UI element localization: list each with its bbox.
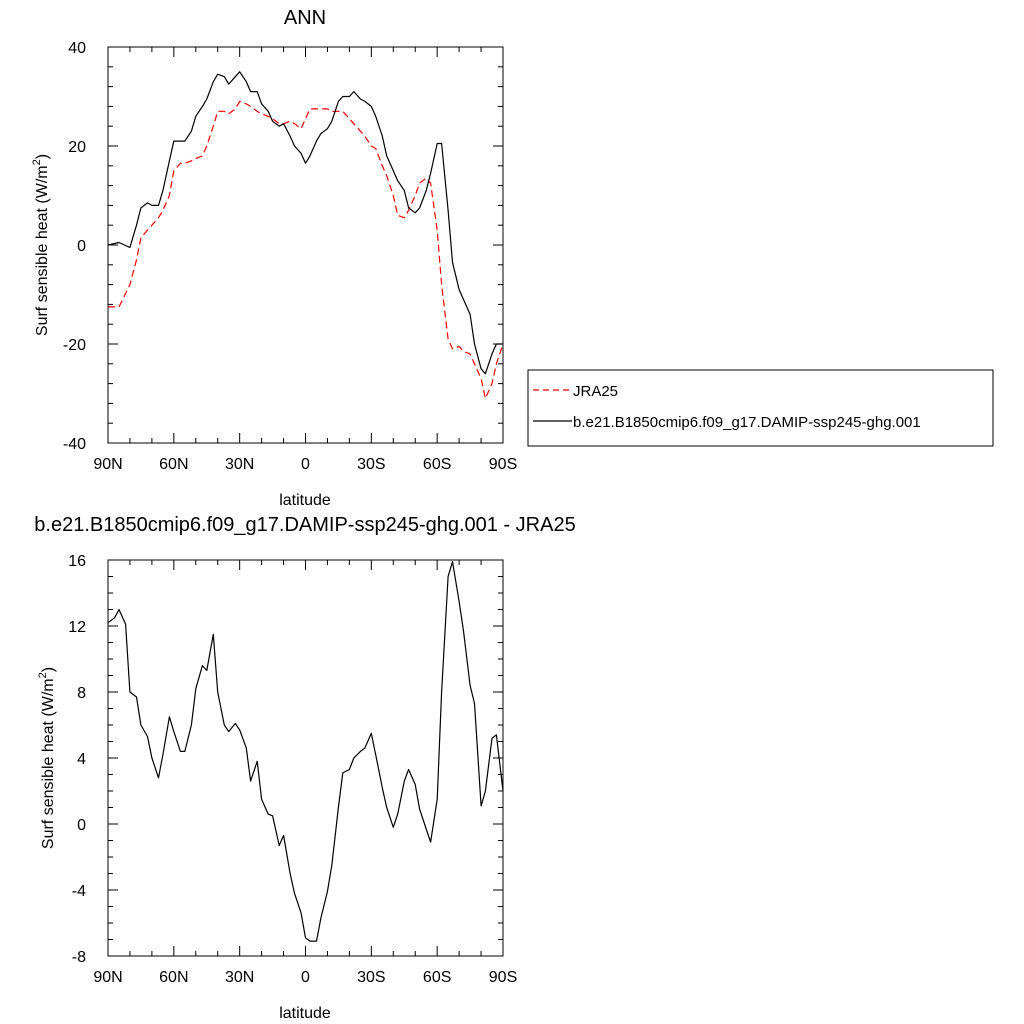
x-tick-label: 30S [357, 456, 385, 473]
x-tick-label: 30S [357, 969, 385, 986]
bottom-y-axis-label-close: ) [40, 667, 57, 672]
bottom-chart-title: b.e21.B1850cmip6.f09_g17.DAMIP-ssp245-gh… [34, 514, 575, 536]
top-y-tick-labels: -40 -20 0 20 40 [63, 40, 86, 453]
top-series-model-line [107, 71, 503, 375]
x-tick-label: 90N [93, 456, 122, 473]
y-tick-label: -20 [63, 337, 86, 354]
legend-jra-label: JRA25 [573, 383, 618, 400]
x-tick-label: 30N [225, 456, 254, 473]
top-x-axis-label: latitude [279, 492, 331, 509]
top-axis-ticks [107, 46, 504, 444]
x-tick-label: 90S [489, 969, 517, 986]
y-tick-label: 8 [77, 685, 86, 702]
bottom-y-tick-labels: -8 -4 0 4 8 12 16 [68, 553, 86, 966]
x-tick-label: 60S [423, 969, 451, 986]
x-tick-label: 0 [301, 969, 310, 986]
bottom-x-tick-labels: 90N 60N 30N 0 30S 60S 90S [93, 969, 517, 986]
top-chart: ANN 90N 60N 30N 0 30S 60S 90S -40 -20 0 20 40 lati… [31, 7, 994, 509]
x-tick-label: 30N [225, 969, 254, 986]
y-tick-label: -4 [72, 883, 86, 900]
top-y-axis-label: Surf sensible heat (W/m2) [31, 154, 51, 336]
bottom-chart: b.e21.B1850cmip6.f09_g17.DAMIP-ssp245-gh… [34, 514, 575, 1022]
x-tick-label: 60N [159, 969, 188, 986]
top-series-group [107, 71, 504, 399]
bottom-x-axis-label: latitude [279, 1005, 331, 1022]
bottom-y-axis-label-sup: 2 [37, 672, 49, 678]
y-tick-label: 20 [68, 139, 86, 156]
legend-model-label: b.e21.B1850cmip6.f09_g17.DAMIP-ssp245-gh… [573, 414, 921, 431]
y-tick-label: 0 [77, 817, 86, 834]
y-tick-label: 40 [68, 40, 86, 57]
y-tick-label: 0 [77, 238, 86, 255]
y-tick-label: 4 [77, 751, 86, 768]
bottom-axis-ticks [107, 559, 504, 957]
top-y-axis-label-close: ) [34, 154, 51, 159]
top-y-axis-label-sup: 2 [31, 159, 43, 165]
bottom-y-axis-label: Surf sensible heat (W/m2) [37, 667, 57, 849]
top-series-jra25-line [108, 100, 504, 399]
x-tick-label: 60N [159, 456, 188, 473]
y-tick-label: -40 [63, 436, 86, 453]
bottom-series-model-line [107, 561, 504, 942]
top-x-tick-labels: 90N 60N 30N 0 30S 60S 90S [93, 456, 517, 473]
legend: JRA25 b.e21.B1850cmip6.f09_g17.DAMIP-ssp… [527, 369, 994, 447]
y-tick-label: -8 [72, 949, 86, 966]
x-tick-label: 60S [423, 456, 451, 473]
y-tick-label: 12 [68, 619, 86, 636]
top-plot-frame [107, 46, 504, 444]
bottom-plot-frame [107, 559, 504, 957]
bottom-series-group [107, 561, 504, 942]
x-tick-label: 90N [93, 969, 122, 986]
x-tick-label: 0 [301, 456, 310, 473]
y-tick-label: 16 [68, 553, 86, 570]
legend-box [527, 369, 994, 447]
top-chart-title: ANN [284, 7, 326, 29]
x-tick-label: 90S [489, 456, 517, 473]
